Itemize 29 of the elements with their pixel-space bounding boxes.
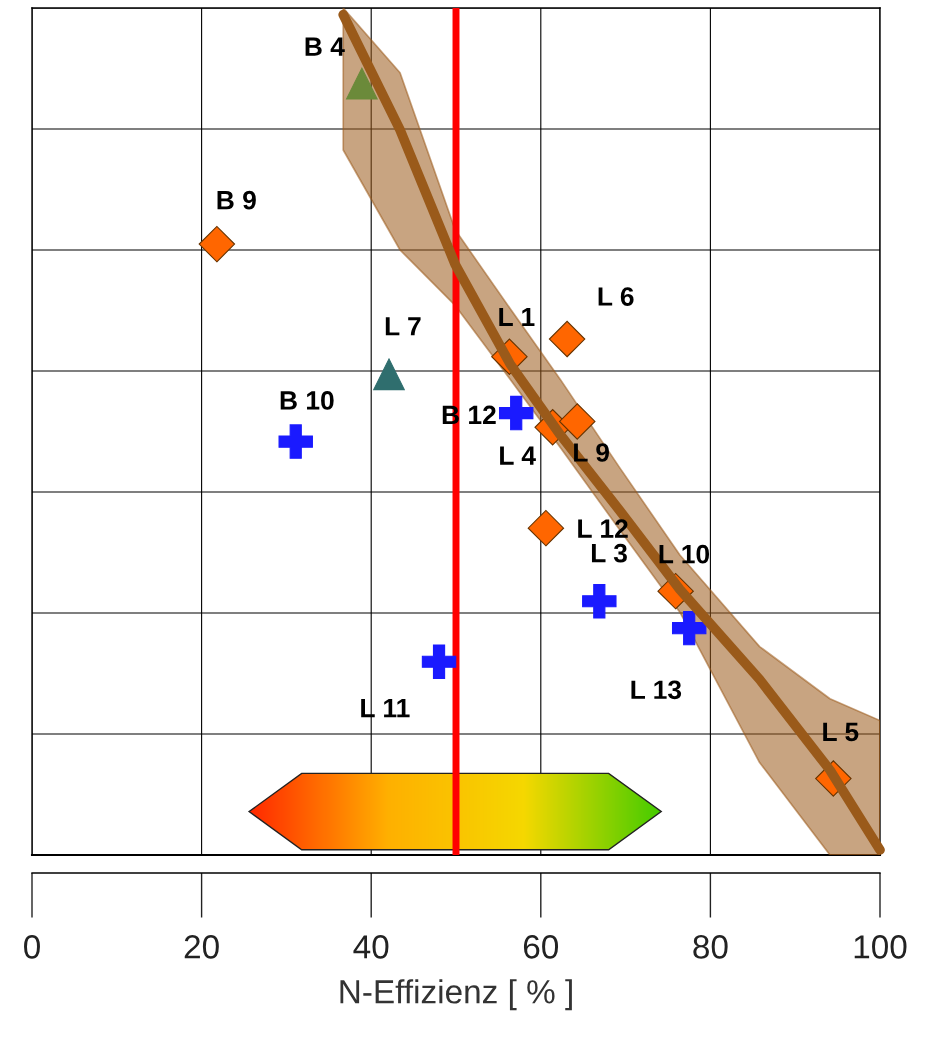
point — [548, 320, 586, 358]
series-label: B 9 — [217, 190, 256, 210]
x-tick-label: 40 — [353, 935, 389, 959]
series-label: L 1 — [499, 307, 535, 327]
series-label: L 9 — [574, 443, 610, 462]
x-axis-title: N-Effizienz [ % ] — [340, 979, 572, 1011]
series-label: L 7 — [385, 317, 421, 336]
series-label: L 6 — [598, 287, 634, 306]
point — [346, 67, 378, 100]
point — [559, 403, 596, 440]
x-tick-label: 20 — [184, 935, 219, 959]
x-tick-label: 80 — [693, 935, 728, 959]
point — [198, 225, 236, 263]
series-label: B 10 — [280, 391, 334, 410]
point — [527, 509, 565, 547]
series-label: L 10 — [659, 544, 710, 564]
x-tick-label: 100 — [854, 935, 907, 959]
point — [498, 395, 534, 431]
point — [582, 584, 617, 619]
point — [278, 424, 313, 459]
series-label: L 5 — [823, 722, 859, 742]
point — [373, 358, 405, 391]
series-label: L 13 — [631, 680, 682, 700]
x-tick-label: 0 — [24, 935, 40, 959]
point — [421, 644, 457, 679]
point — [671, 610, 707, 646]
series-label: L 4 — [500, 446, 536, 465]
series-label: L 3 — [591, 543, 627, 563]
x-tick-label: 60 — [523, 935, 559, 959]
